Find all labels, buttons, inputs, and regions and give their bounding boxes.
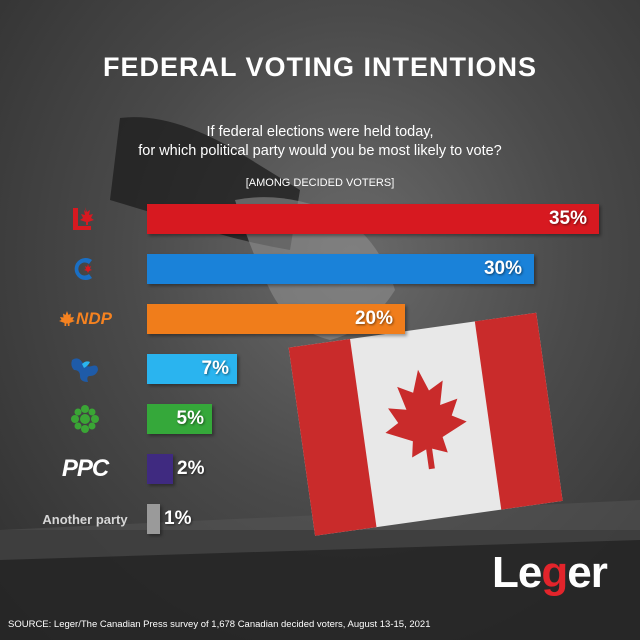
ndp-maple-icon <box>59 311 76 326</box>
subnote: [AMONG DECIDED VOTERS] <box>245 177 395 189</box>
chart-title: FEDERAL VOTING INTENTIONS <box>102 52 538 82</box>
ppc-logo: PPC <box>30 454 140 484</box>
conservative-logo <box>30 254 140 284</box>
value-label-ppc: 2% <box>177 458 205 479</box>
bar-row-liberal: 35% <box>0 204 640 234</box>
value-label-green: 5% <box>176 408 204 429</box>
bar-row-green: 5% <box>0 404 640 434</box>
bloc-fleur-icon <box>71 358 98 382</box>
ndp-logo: NDP <box>30 304 140 334</box>
leger-logo: Leger <box>492 548 608 598</box>
another-party-label: Another party <box>42 511 128 527</box>
bar-green <box>147 404 212 434</box>
ppc-text-logo: PPC <box>61 455 109 482</box>
bar-liberal <box>147 204 599 234</box>
bloc-logo <box>30 354 140 384</box>
bar-row-conservative: 30% <box>0 254 640 284</box>
bar-another <box>147 504 160 534</box>
value-label-ndp: 20% <box>354 308 393 329</box>
liberal-logo <box>30 204 140 234</box>
bar-row-ppc: PPC 2% <box>0 454 640 484</box>
bar-ndp <box>147 304 405 334</box>
leger-logo-part1: Le <box>492 548 542 597</box>
liberal-l-maple-icon <box>73 207 94 230</box>
bar-row-ndp: NDP 20% <box>0 304 640 334</box>
value-label-conservative: 30% <box>483 258 522 279</box>
leger-logo-part2: er <box>567 548 608 597</box>
bar-row-another: Another party 1% <box>0 504 640 534</box>
bar-row-bloc: 7% <box>0 354 640 384</box>
value-label-another: 1% <box>164 508 192 529</box>
bar-ppc <box>147 454 173 484</box>
question-line-2: for which political party would you be m… <box>138 143 502 159</box>
value-label-liberal: 35% <box>548 208 587 229</box>
bar-conservative <box>147 254 534 284</box>
leger-logo-g: g <box>541 548 568 597</box>
source-note: SOURCE: Leger/The Canadian Press survey … <box>8 619 431 630</box>
bar-bloc <box>147 354 237 384</box>
green-logo <box>30 404 140 434</box>
conservative-c-icon <box>74 258 92 280</box>
question-line-1: If federal elections were held today, <box>206 124 434 140</box>
another-party-label-cell: Another party <box>30 504 140 534</box>
value-label-bloc: 7% <box>201 358 229 379</box>
green-flower-icon <box>71 405 99 433</box>
ndp-logo-text: NDP <box>76 309 112 328</box>
